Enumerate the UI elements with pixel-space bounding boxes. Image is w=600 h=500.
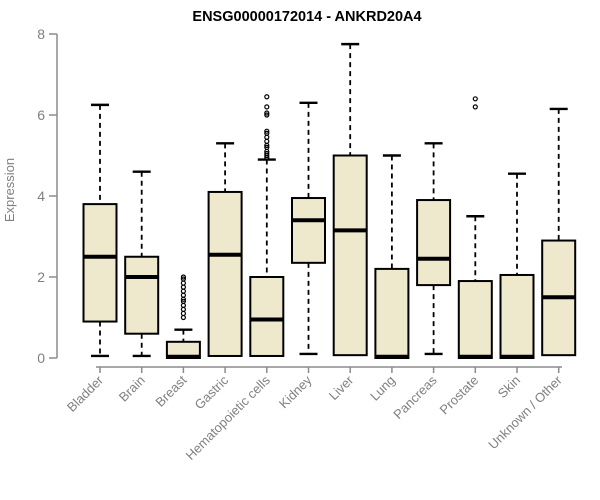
outlier-breast-7 <box>180 288 186 294</box>
x-tick-label-breast: Breast <box>152 372 189 409</box>
box-pancreas <box>416 199 452 287</box>
outlier-prostate-0 <box>472 104 478 110</box>
outlier-hematopoietic-cells-6 <box>264 138 270 144</box>
box-gastric <box>207 190 243 357</box>
box-prostate <box>457 280 493 359</box>
x-tick-label-liver: Liver <box>326 372 357 403</box>
outlier-breast-6 <box>180 292 186 298</box>
outlier-hematopoietic-cells-9 <box>264 128 270 134</box>
box-liver <box>332 154 368 357</box>
outlier-breast-8 <box>180 284 186 290</box>
outlier-breast-4 <box>180 298 186 304</box>
outlier-breast-1 <box>180 310 186 317</box>
x-tick-label-prostate: Prostate <box>437 373 482 418</box>
box-lung <box>374 267 410 359</box>
outlier-breast-3 <box>180 302 186 308</box>
outlier-hematopoietic-cells-11 <box>264 110 270 116</box>
box-kidney <box>291 197 326 264</box>
x-tick-label-unknown-other: Unknown / Other <box>485 372 565 452</box>
outlier-hematopoietic-cells-4 <box>264 144 270 150</box>
chart-title: ENSG00000172014 - ANKRD20A4 <box>192 9 421 25</box>
y-axis-label: Expression <box>2 158 17 222</box>
y-tick-label-2: 2 <box>37 269 45 285</box>
outlier-prostate-1 <box>472 96 478 102</box>
outlier-hematopoietic-cells-7 <box>264 134 270 140</box>
x-tick-label-lung: Lung <box>367 373 398 404</box>
box-hematopoietic-cells <box>249 276 285 357</box>
x-tick-label-kidney: Kidney <box>276 372 315 411</box>
outlier-hematopoietic-cells-12 <box>264 104 270 110</box>
outlier-breast-0 <box>180 314 186 321</box>
outlier-breast-11 <box>180 274 186 280</box>
outlier-hematopoietic-cells-10 <box>264 112 270 118</box>
x-tick-label-gastric: Gastric <box>192 372 232 412</box>
outlier-hematopoietic-cells-8 <box>264 130 270 136</box>
x-tick-label-skin: Skin <box>495 373 523 401</box>
box-bladder <box>82 203 118 323</box>
y-tick-label-4: 4 <box>37 188 45 204</box>
y-tick-label-8: 8 <box>37 26 45 42</box>
outlier-breast-9 <box>180 280 186 286</box>
outlier-breast-2 <box>180 306 186 312</box>
outlier-hematopoietic-cells-2 <box>264 150 270 157</box>
box-skin <box>499 273 535 360</box>
x-tick-label-pancreas: Pancreas <box>390 372 440 422</box>
outlier-breast-10 <box>180 276 186 282</box>
x-tick-label-bladder: Bladder <box>64 372 107 415</box>
y-tick-label-6: 6 <box>37 107 45 123</box>
x-tick-label-brain: Brain <box>116 373 148 405</box>
y-tick-label-0: 0 <box>37 350 45 366</box>
box-brain <box>124 255 160 335</box>
outlier-hematopoietic-cells-13 <box>264 94 270 100</box>
